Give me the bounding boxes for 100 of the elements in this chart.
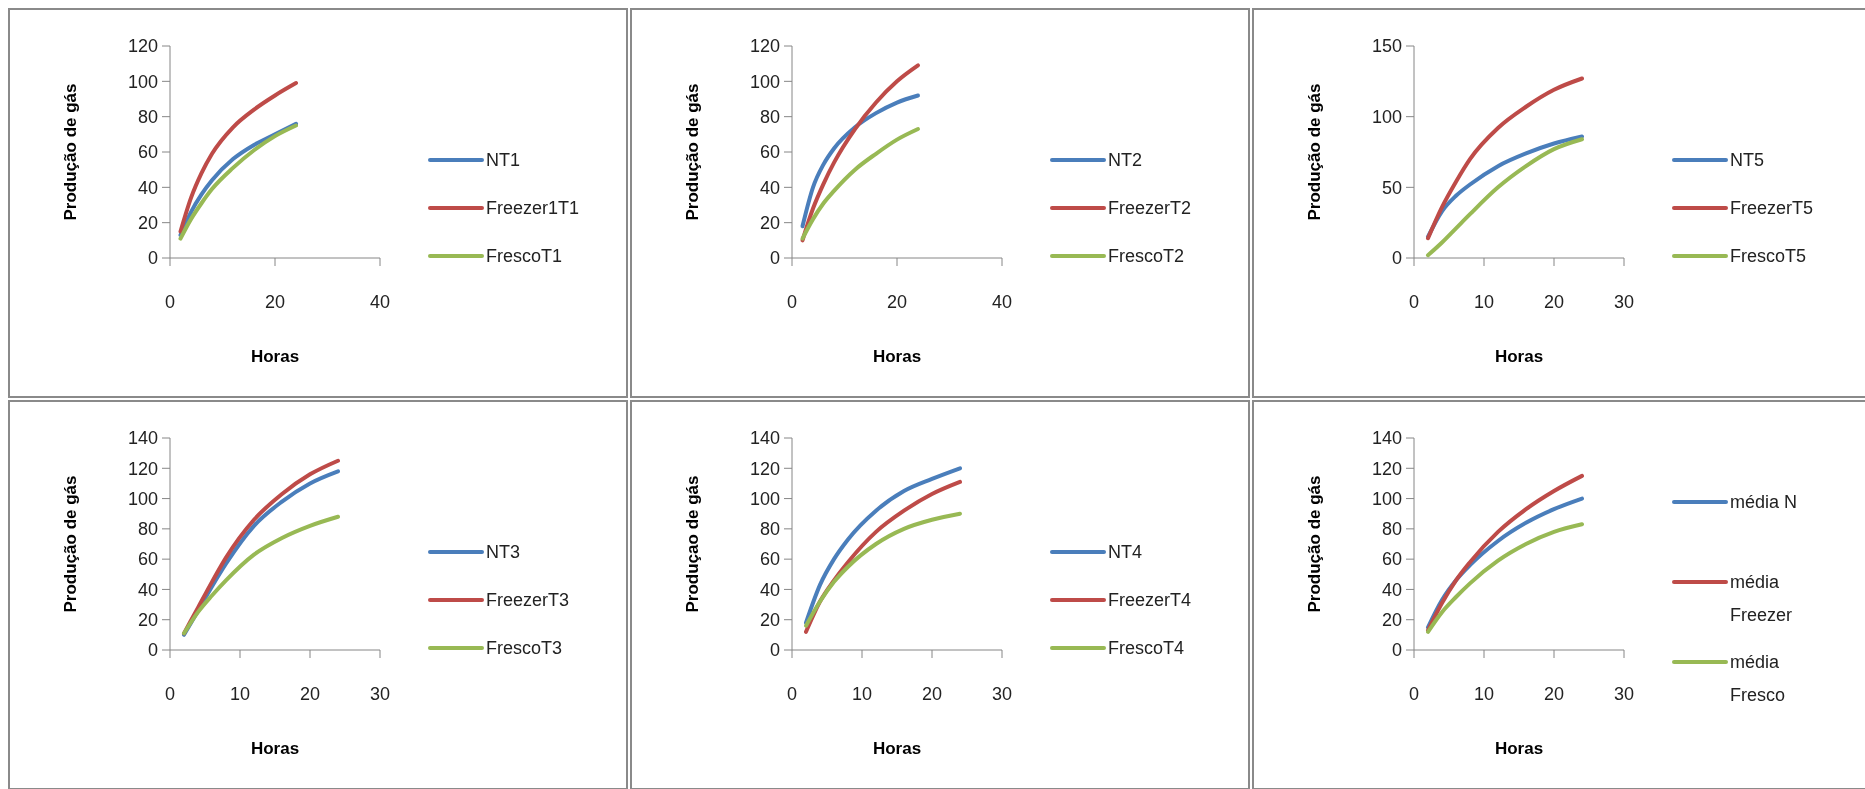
y-tick-label: 140 <box>749 428 780 449</box>
y-tick-label: 120 <box>1371 458 1402 479</box>
y-tick-label: 40 <box>137 579 158 600</box>
legend-label: média Fresco <box>1730 652 1786 705</box>
x-tick-label: 10 <box>1473 684 1495 704</box>
y-tick-label: 20 <box>759 610 780 631</box>
legend-label: NT2 <box>1108 150 1143 171</box>
y-tick-label: 120 <box>749 36 780 57</box>
x-tick-label: 0 <box>164 292 176 312</box>
legend-label: média N <box>1730 492 1798 513</box>
x-axis-title: Horas <box>872 347 922 366</box>
y-tick-label: 20 <box>759 212 780 233</box>
y-axis-title: Produção de gás <box>61 83 80 221</box>
x-axis-title: Horas <box>872 739 922 758</box>
legend-label: Freezer1T1 <box>486 198 580 219</box>
y-tick-label: 140 <box>1371 428 1402 449</box>
x-tick-label: 10 <box>229 684 251 704</box>
x-tick-label: 30 <box>1613 292 1635 312</box>
legend-label: FrescoT4 <box>1108 638 1185 659</box>
line-series <box>1426 522 1584 634</box>
line-series <box>1426 76 1584 241</box>
y-tick-label: 60 <box>759 549 780 570</box>
y-tick-label: 120 <box>127 36 158 57</box>
y-tick-label: 60 <box>137 549 158 570</box>
y-axis-title: Produçao de gás <box>683 475 702 613</box>
legend-label: FrescoT3 <box>486 638 563 659</box>
y-tick-label: 0 <box>147 640 158 661</box>
x-tick-label: 20 <box>264 292 286 312</box>
y-tick-label: 100 <box>749 71 780 92</box>
x-tick-label: 0 <box>1408 684 1420 704</box>
legend-label: FreezerT5 <box>1730 198 1814 219</box>
x-tick-label: 0 <box>786 684 798 704</box>
x-tick-label: 20 <box>1543 292 1565 312</box>
y-axis-title: Produção de gás <box>1305 475 1324 613</box>
y-tick-label: 20 <box>137 212 158 233</box>
y-tick-label: 80 <box>137 106 158 127</box>
x-tick-label: 20 <box>1543 684 1565 704</box>
y-tick-label: 20 <box>137 610 158 631</box>
x-tick-label: 30 <box>1613 684 1635 704</box>
x-axis-title: Horas <box>1494 347 1544 366</box>
y-tick-label: 0 <box>769 640 780 661</box>
y-tick-label: 80 <box>1381 519 1402 540</box>
legend-label: NT5 <box>1730 150 1765 171</box>
y-tick-label: 140 <box>127 428 158 449</box>
legend-label: FreezerT3 <box>486 590 570 611</box>
y-tick-label: 40 <box>1381 579 1402 600</box>
y-tick-label: 0 <box>1391 248 1402 269</box>
line-series <box>182 514 340 636</box>
line-series <box>1426 473 1584 633</box>
legend-label: FrescoT1 <box>486 246 563 267</box>
y-tick-label: 80 <box>759 519 780 540</box>
legend-label: FrescoT2 <box>1108 246 1185 267</box>
y-tick-label: 120 <box>749 458 780 479</box>
y-tick-label: 40 <box>137 177 158 198</box>
y-tick-label: 100 <box>1371 488 1402 509</box>
legend-label: FreezerT2 <box>1108 198 1192 219</box>
line-series <box>178 81 298 234</box>
x-tick-label: 40 <box>369 292 391 312</box>
line-series <box>1426 137 1584 258</box>
y-tick-label: 60 <box>759 142 780 163</box>
y-axis-title: Produção de gás <box>1305 83 1324 221</box>
legend-label: FreezerT4 <box>1108 590 1192 611</box>
line-series <box>800 127 920 241</box>
x-tick-label: 20 <box>886 292 908 312</box>
y-tick-label: 60 <box>137 142 158 163</box>
line-series <box>800 63 920 243</box>
x-axis-title: Horas <box>250 739 300 758</box>
x-tick-label: 0 <box>1408 292 1420 312</box>
line-series <box>800 93 920 229</box>
x-tick-label: 30 <box>991 684 1013 704</box>
legend-label: média Freezer <box>1730 572 1793 625</box>
y-tick-label: 0 <box>147 248 158 269</box>
legend-label: NT4 <box>1108 542 1143 563</box>
y-tick-label: 0 <box>769 248 780 269</box>
y-axis-title: Produção de gás <box>683 83 702 221</box>
line-series <box>804 511 962 628</box>
x-tick-label: 40 <box>991 292 1013 312</box>
x-tick-label: 0 <box>786 292 798 312</box>
y-tick-label: 0 <box>1391 640 1402 661</box>
x-tick-label: 10 <box>1473 292 1495 312</box>
x-tick-label: 20 <box>299 684 321 704</box>
y-tick-label: 100 <box>749 488 780 509</box>
legend-label: NT3 <box>486 542 521 563</box>
legend-label: FrescoT5 <box>1730 246 1807 267</box>
y-tick-label: 20 <box>1381 610 1402 631</box>
x-tick-label: 0 <box>164 684 176 704</box>
x-tick-label: 30 <box>369 684 391 704</box>
x-tick-label: 20 <box>921 684 943 704</box>
y-tick-label: 100 <box>1371 106 1402 127</box>
y-tick-label: 60 <box>1381 549 1402 570</box>
y-axis-title: Produção de gás <box>61 475 80 613</box>
y-tick-label: 150 <box>1371 36 1402 57</box>
x-tick-label: 10 <box>851 684 873 704</box>
x-axis-title: Horas <box>250 347 300 366</box>
y-tick-label: 80 <box>137 519 158 540</box>
y-tick-label: 50 <box>1381 177 1402 198</box>
legend-label: NT1 <box>486 150 521 171</box>
y-tick-label: 100 <box>127 71 158 92</box>
x-axis-title: Horas <box>1494 739 1544 758</box>
y-tick-label: 120 <box>127 458 158 479</box>
